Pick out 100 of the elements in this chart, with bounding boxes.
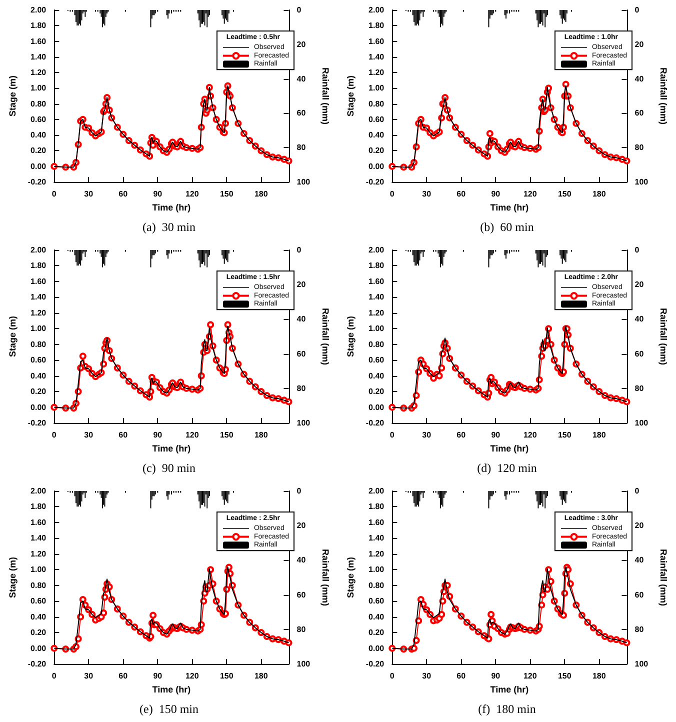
y-axis-title: Stage (m)	[8, 316, 18, 358]
x-tick-label: 90	[153, 430, 163, 440]
y2-axis-title: Rainfall (mm)	[658, 548, 668, 606]
y-tick-label: 1.80	[368, 21, 385, 30]
y-tick-label: 1.60	[30, 518, 47, 527]
y2-tick-label: 100	[634, 660, 649, 668]
y-tick-label: 1.60	[30, 36, 47, 46]
y-tick-label: 1.00	[30, 565, 47, 574]
x-tick-label: 90	[153, 672, 163, 680]
x-tick-label: 150	[558, 190, 572, 198]
y-tick-label: 1.40	[30, 292, 47, 302]
x-tick-label: 180	[254, 430, 268, 440]
y2-tick-label: 60	[634, 590, 644, 600]
y2-tick-label: 0	[296, 6, 302, 14]
y-tick-label: 1.20	[368, 549, 385, 558]
y-tick-label: 1.20	[30, 68, 47, 78]
x-tick-label: 180	[254, 190, 268, 198]
y2-tick-label: 40	[634, 74, 644, 84]
y-axis-title: Stage (m)	[346, 556, 356, 598]
x-tick-label: 180	[592, 190, 606, 198]
y-tick-label: 2.00	[368, 486, 385, 496]
y-tick-label: 1.00	[368, 324, 385, 334]
x-tick-label: 180	[592, 672, 606, 680]
y-tick-label: -0.20	[28, 660, 47, 668]
x-tick-label: 120	[523, 672, 538, 680]
y-axis-title: Stage (m)	[8, 556, 18, 598]
y2-axis-title: Rainfall (mm)	[658, 67, 668, 125]
y-tick-label: 0.20	[368, 387, 385, 396]
y2-tick-label: 20	[634, 280, 644, 290]
y-tick-label: 0.60	[368, 114, 385, 124]
x-tick-label: 0	[52, 430, 57, 440]
y-tick-label: 0.20	[368, 628, 385, 638]
x-tick-label: 120	[523, 430, 538, 440]
y-tick-label: 0.40	[368, 130, 385, 140]
x-tick-label: 0	[52, 672, 57, 680]
text: (f) 180 min	[478, 702, 536, 716]
y-tick-label: 2.00	[30, 246, 47, 254]
x-tick-label: 120	[185, 672, 200, 680]
y2-tick-label: 60	[296, 590, 306, 600]
y-tick-label: 0.60	[368, 596, 385, 606]
y2-tick-label: 80	[634, 143, 644, 152]
y2-axis-title: Rainfall (mm)	[320, 308, 330, 366]
y-tick-label: 0.60	[30, 114, 47, 124]
y2-tick-label: 60	[296, 108, 306, 118]
y-tick-label: 1.40	[368, 292, 385, 302]
y-tick-label: 1.60	[368, 36, 385, 46]
y-tick-label: -0.20	[366, 660, 385, 668]
x-axis-title: Time (hr)	[152, 202, 191, 212]
y2-tick-label: 0	[634, 246, 640, 254]
x-tick-label: 30	[84, 672, 94, 680]
x-tick-label: 60	[118, 672, 128, 680]
y-tick-label: 0.40	[368, 371, 385, 380]
y-tick-label: 0.40	[30, 612, 47, 622]
text: (b) 60 min	[480, 220, 534, 234]
y2-tick-label: 0	[296, 246, 302, 254]
x-tick-label: 150	[220, 190, 234, 198]
y-tick-label: 0.20	[30, 387, 47, 396]
y-axis-title: Stage (m)	[346, 75, 356, 117]
x-tick-label: 60	[118, 430, 128, 440]
y-tick-label: 1.20	[368, 68, 385, 78]
y-tick-label: -0.20	[366, 178, 385, 186]
y-tick-label: 2.00	[30, 6, 47, 14]
y-tick-label: 1.80	[368, 261, 385, 270]
x-tick-label: 60	[118, 190, 128, 198]
y-tick-label: 0.80	[30, 99, 47, 108]
x-tick-label: 120	[185, 190, 200, 198]
x-tick-label: 60	[456, 672, 466, 680]
x-axis-title: Time (hr)	[152, 684, 191, 694]
x-tick-label: 30	[84, 430, 94, 440]
x-tick-label: 0	[390, 672, 395, 680]
x-tick-label: 180	[592, 430, 606, 440]
x-tick-label: 150	[558, 672, 572, 680]
y2-tick-label: 0	[634, 486, 640, 496]
x-axis-title: Time (hr)	[490, 684, 529, 694]
y2-tick-label: 20	[634, 40, 644, 49]
y-tick-label: 1.60	[368, 276, 385, 286]
y-tick-label: -0.20	[366, 418, 385, 428]
y-tick-label: 0.20	[30, 628, 47, 638]
text: (c) 90 min	[142, 461, 196, 475]
y-tick-label: 1.80	[30, 261, 47, 270]
y2-axis-title: Rainfall (mm)	[320, 67, 330, 125]
y2-tick-label: 20	[296, 40, 306, 49]
y2-tick-label: 20	[296, 280, 306, 290]
y2-tick-label: 100	[296, 660, 311, 668]
x-tick-label: 30	[422, 430, 432, 440]
x-tick-label: 120	[523, 190, 538, 198]
y-tick-label: 1.80	[30, 502, 47, 512]
y2-tick-label: 20	[634, 521, 644, 530]
y-tick-label: 0.80	[30, 580, 47, 590]
y-tick-label: -0.20	[28, 418, 47, 428]
y-tick-label: 0.60	[30, 356, 47, 365]
x-tick-label: 90	[153, 190, 163, 198]
y-axis-title: Stage (m)	[8, 75, 18, 117]
y-tick-label: 0.60	[30, 596, 47, 606]
x-tick-label: 0	[52, 190, 57, 198]
y2-tick-label: 60	[634, 108, 644, 118]
y-tick-label: 1.80	[368, 502, 385, 512]
y2-tick-label: 20	[296, 521, 306, 530]
x-tick-label: 150	[220, 430, 234, 440]
y-tick-label: 2.00	[368, 6, 385, 14]
